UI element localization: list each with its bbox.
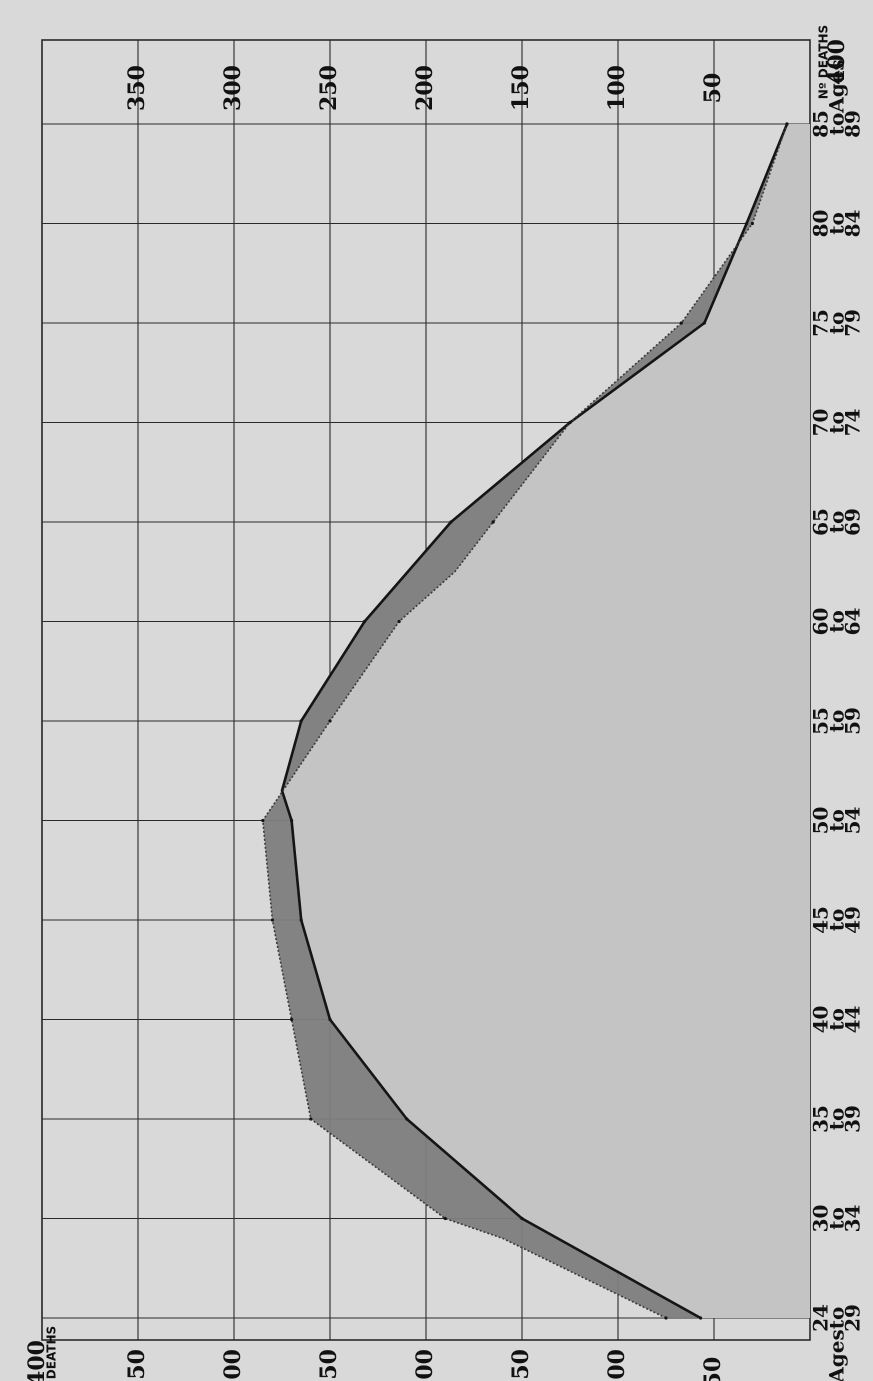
age-label-bottom-50: 54 [841,807,865,835]
value-tick-label-top-200: 200 [412,65,438,111]
data-point-s1-80 [745,221,749,226]
data-point-s1-65 [449,520,453,524]
data-point-s2-40 [290,1017,294,1022]
age-label-mid-70: to [825,411,849,434]
age-label-mid-85: to [825,113,849,136]
data-point-s2-60 [397,619,401,624]
value-tick-label-left-400: 400 [24,1340,50,1381]
value-tick-label-top-100: 100 [604,65,630,111]
age-label-mid-30: to [825,1207,849,1230]
age-label-bottom-70: 74 [841,409,865,437]
value-tick-label-left-350: 350 [124,1349,150,1381]
age-label-mid-45: to [825,909,849,932]
value-tick-label-top-50: 50 [700,73,726,104]
data-point-s2-30 [443,1216,447,1221]
data-point-s2-75 [679,321,683,325]
age-label-top-35: 35 [809,1105,833,1133]
age-label-mid-50: to [825,809,849,832]
age-label-top-85: 85 [809,110,833,138]
value-tick-label-top-350: 350 [124,65,150,111]
axis-title-deaths-left: Nº DEATHS [45,1326,59,1381]
age-label-mid-60: to [825,610,849,633]
age-label-bottom-60: 64 [841,608,865,636]
data-point-s2-85 [785,122,789,126]
age-label-bottom-45: 49 [841,906,865,934]
data-point-s2-55 [328,719,332,723]
age-label-top-70: 70 [809,409,833,437]
age-label-bottom-55: 59 [841,707,865,735]
age-label-top-45: 45 [809,906,833,934]
age-label-mid-35: to [825,1108,849,1131]
age-label-mid-80: to [825,212,849,235]
age-label-bottom-65: 69 [841,508,865,536]
age-label-mid-55: to [825,710,849,733]
data-point-s2-35 [309,1117,313,1121]
axis-title-deaths-top: Nº DEATHS [817,25,831,99]
age-label-top-55: 55 [809,707,833,735]
series-line-1 [280,123,789,1320]
age-label-top-75: 75 [809,309,833,337]
value-tick-label-left-200: 200 [412,1349,438,1381]
age-label-top-65: 65 [809,508,833,536]
age-label-top-30: 30 [809,1205,833,1233]
age-label-bottom-40: 44 [841,1006,865,1034]
age-label-top-50: 50 [809,807,833,835]
age-label-mid-65: to [825,511,849,534]
data-point-s1-60 [362,619,367,624]
value-tick-label-left-250: 250 [316,1349,342,1381]
value-tick-label-left-100: 100 [604,1349,630,1381]
age-label-bottom-35: 39 [841,1105,865,1133]
label-layer: 350 350 300 300 250 250 200 200 150 150 100 100 50 50… [24,25,865,1381]
age-label-mid-75: to [825,312,849,335]
ages-label-start: Ages [825,1329,849,1381]
age-label-mid-40: to [825,1008,849,1031]
age-label-top-40: 40 [809,1006,833,1034]
data-point-s1-35 [405,1117,409,1121]
ages-label-end: Ages [825,59,849,114]
age-label-bottom-75: 79 [841,309,865,337]
age-label-top-60: 60 [809,608,833,636]
data-point-s1-75 [702,321,707,325]
line-layer [261,122,789,1320]
data-point-s1-40 [328,1017,332,1022]
age-label-bottom-85: 89 [841,110,865,138]
data-point-s1-24 [698,1316,703,1320]
data-point-s2-24 [664,1316,668,1320]
value-tick-label-top-400: 400 [824,39,850,85]
value-tick-label-left-50: 50 [700,1357,726,1381]
data-point-s2-70 [568,420,572,425]
data-point-s1-45 [299,918,303,922]
data-point-s2-50 [261,818,265,823]
data-point-s2-45 [270,918,274,922]
value-tick-label-left-150: 150 [508,1349,534,1381]
area-layer [262,124,810,1318]
data-point-s2-80 [750,221,755,226]
value-tick-label-left-300: 300 [220,1349,246,1381]
age-label-bottom-80: 84 [841,210,865,238]
data-point-s1-30 [520,1216,524,1221]
data-point-s1-50 [290,818,294,823]
area-fill-light [282,124,810,1318]
data-point-s2-65 [491,520,495,524]
age-label-bottom-30: 34 [841,1205,865,1233]
age-label-bottom-24: 29 [841,1304,865,1332]
value-tick-label-top-300: 300 [220,65,246,111]
age-label-mid-24: to [825,1307,849,1330]
value-tick-label-top-250: 250 [316,65,342,111]
age-label-top-80: 80 [809,210,833,238]
value-tick-label-top-150: 150 [508,65,534,111]
age-label-top-24: 24 [809,1304,833,1332]
data-point-s1-55 [299,719,303,723]
